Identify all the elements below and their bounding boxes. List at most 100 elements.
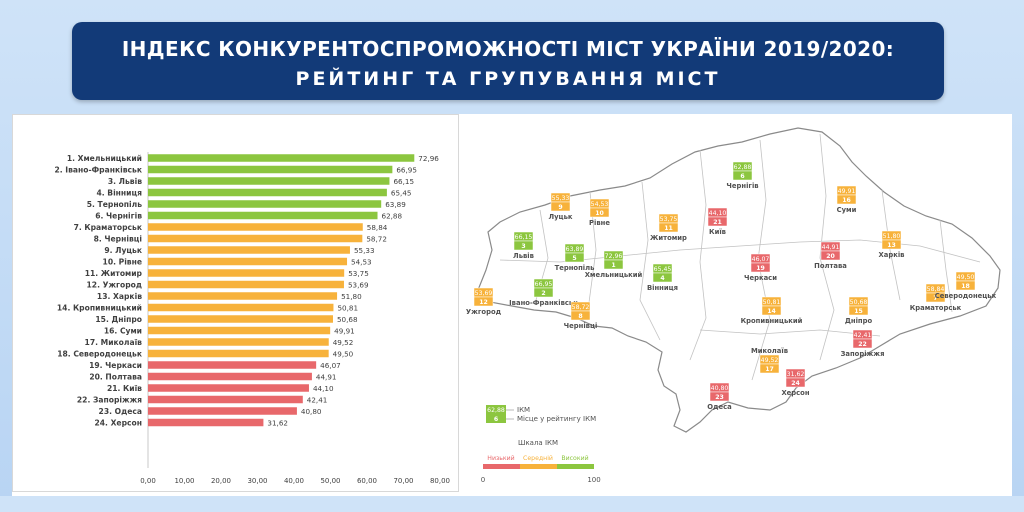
city-value: 63,89 (566, 246, 584, 253)
city-marker: 44,10 21 Київ (707, 207, 728, 236)
city-value: 62,88 (734, 164, 752, 171)
city-name: Миколаїв (751, 347, 788, 355)
city-rank-box (652, 272, 673, 283)
scale-low-bar (483, 464, 520, 469)
category-label: 18. Северодонецьк (57, 350, 143, 359)
city-value: 44,91 (822, 244, 840, 251)
city-name: Івано-Франківськ (509, 299, 578, 307)
city-rank-box (564, 252, 585, 263)
bar (148, 372, 312, 381)
value-label: 63,89 (385, 200, 406, 209)
value-label: 58,72 (366, 235, 387, 244)
city-value: 31,62 (787, 371, 805, 378)
city-marker: 51,80 13 Харків (879, 230, 904, 259)
title-line-2: РЕЙТИНГ ТА ГРУПУВАННЯ МІСТ (295, 68, 721, 90)
bar (148, 407, 297, 415)
category-label: 7. Краматорськ (74, 223, 143, 232)
city-rank-box (759, 363, 780, 374)
city-name: Херсон (781, 389, 809, 397)
city-name: Черкаси (744, 274, 777, 282)
x-tick-label: 50,00 (320, 477, 340, 485)
category-label: 20. Полтава (89, 373, 142, 382)
city-marker: 62,88 6 Чернігів (726, 161, 759, 190)
city-rank: 6 (740, 173, 744, 180)
value-label: 31,62 (267, 419, 288, 428)
city-marker: 53,75 11 Житомир (650, 213, 687, 242)
city-name: Краматорськ (910, 304, 962, 312)
bar (148, 211, 378, 220)
title-line-1: ІНДЕКС КОНКУРЕНТОСПРОМОЖНОСТІ МІСТ УКРАЇ… (121, 37, 895, 61)
category-label: 13. Харків (97, 292, 142, 301)
city-value: 49,52 (761, 357, 779, 364)
city-value: 58,84 (927, 286, 945, 293)
city-rank-box (820, 250, 841, 261)
city-rank: 14 (767, 308, 776, 315)
bar (148, 361, 317, 369)
scale-high-label: Високий (561, 454, 588, 462)
category-label: 23. Одеса (99, 407, 142, 416)
x-tick-label: 30,00 (247, 477, 267, 485)
bottom-strip (0, 496, 1024, 512)
x-tick-label: 80,00 (430, 477, 450, 485)
city-value: 42,41 (854, 332, 872, 339)
city-name: Северодонецьк (935, 292, 997, 300)
category-label: 16. Суми (104, 327, 142, 336)
value-label: 49,91 (334, 327, 355, 336)
city-rank-box (852, 338, 873, 349)
category-label: 5. Тернопіль (87, 200, 142, 209)
category-label: 19. Черкаси (89, 361, 142, 370)
city-rank-box (603, 259, 624, 270)
bar (148, 269, 345, 277)
city-rank-box (707, 216, 728, 227)
city-value: 53,69 (475, 290, 493, 297)
value-label: 58,84 (367, 223, 388, 232)
city-rank: 9 (558, 204, 562, 211)
value-label: 44,91 (316, 373, 337, 382)
bar (148, 338, 329, 346)
city-rank-box (732, 170, 753, 181)
city-rank: 13 (887, 242, 896, 249)
bar (148, 246, 350, 254)
city-marker: 58,84 7 Краматорськ (910, 283, 962, 312)
city-rank-box (785, 377, 806, 388)
scale-max-label: 100 (587, 476, 600, 484)
city-value: 66,95 (535, 281, 553, 288)
value-label: 62,88 (382, 212, 403, 221)
city-marker: 53,69 12 Ужгород (466, 287, 502, 316)
city-name: Ужгород (466, 308, 502, 316)
bar (148, 395, 303, 404)
city-value: 49,91 (838, 188, 856, 195)
value-label: 72,96 (418, 154, 439, 163)
city-name: Дніпро (845, 317, 873, 325)
city-marker: 49,52 17 Миколаїв (751, 347, 788, 374)
value-label: 65,45 (391, 189, 412, 198)
city-name: Запоріжжя (841, 350, 885, 358)
city-name: Київ (709, 228, 726, 236)
value-label: 50,81 (337, 304, 358, 313)
city-rank-box (658, 222, 679, 233)
city-value: 65,45 (654, 266, 672, 273)
city-rank: 4 (660, 275, 665, 282)
value-label: 53,75 (348, 269, 369, 278)
city-rank-box (836, 194, 857, 205)
x-tick-label: 60,00 (357, 477, 377, 485)
category-label: 3. Львів (108, 177, 142, 186)
city-rank-box (848, 305, 869, 316)
city-marker: 65,45 4 Вінниця (647, 263, 678, 292)
category-label: 12. Ужгород (87, 281, 142, 290)
category-label: 14. Кропивницький (57, 304, 142, 313)
category-label: 1. Хмельницький (67, 154, 142, 163)
city-marker: 42,41 22 Запоріжжя (841, 329, 885, 358)
city-marker: 55,33 9 Луцьк (548, 192, 573, 221)
value-label: 50,68 (337, 315, 358, 324)
value-label: 66,95 (396, 166, 417, 175)
city-marker: 31,62 24 Херсон (781, 368, 810, 397)
scale-medium-label: Середній (523, 454, 553, 462)
city-value: 55,33 (552, 195, 570, 202)
city-name: Одеса (707, 403, 732, 411)
city-rank: 19 (756, 265, 765, 272)
category-label: 6. Чернігів (95, 212, 142, 221)
category-label: 10. Рівне (103, 258, 142, 267)
